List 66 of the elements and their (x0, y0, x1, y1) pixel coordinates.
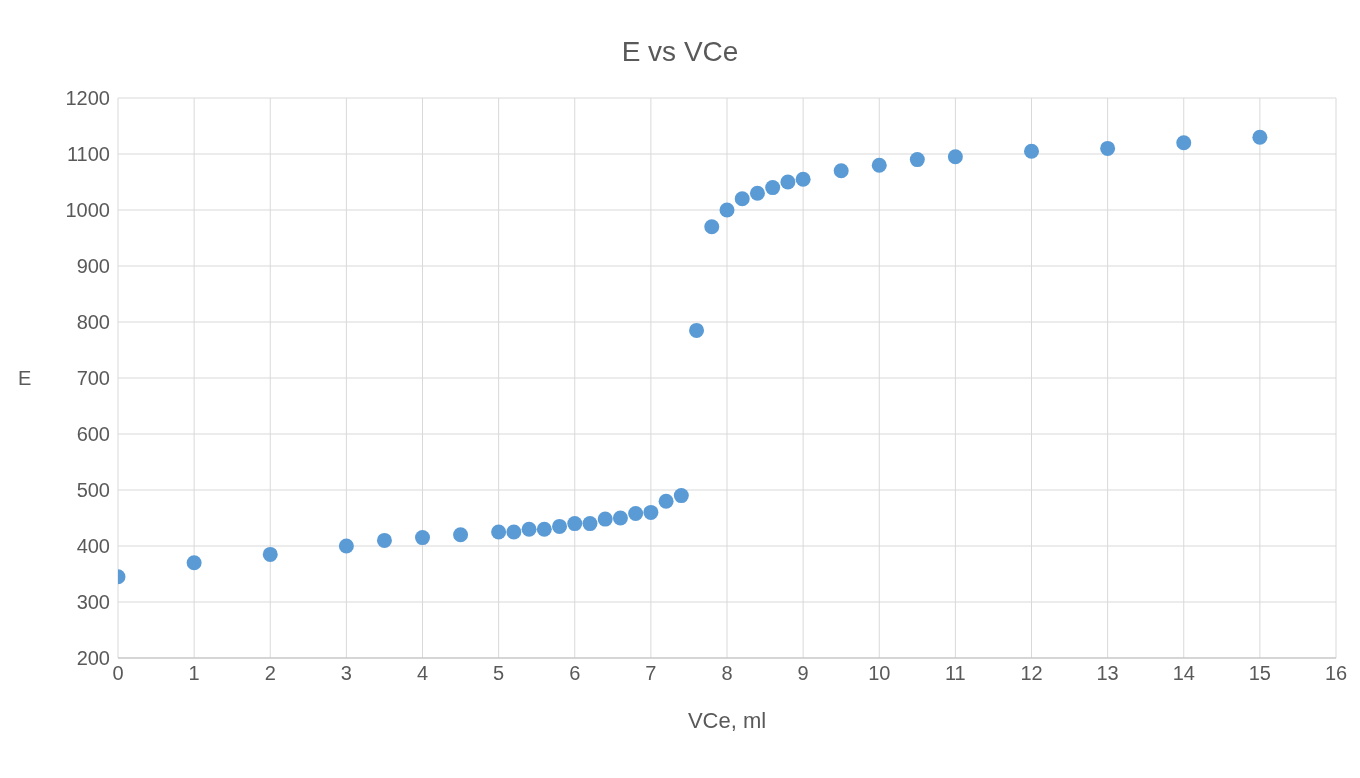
point (909, 152, 925, 168)
x-tick-label: 13 (1096, 662, 1119, 685)
point (947, 149, 963, 165)
point (734, 191, 750, 207)
point (673, 488, 689, 504)
point (491, 524, 507, 540)
x-tick-label: 11 (944, 662, 966, 685)
point (658, 493, 674, 509)
point (1176, 135, 1192, 151)
x-tick-label: 10 (868, 662, 891, 685)
point (1100, 140, 1116, 156)
x-tick-label: 1 (188, 662, 200, 685)
x-tick-label: 16 (1324, 662, 1348, 685)
point (628, 506, 644, 522)
point (338, 538, 354, 554)
point (612, 510, 628, 526)
point (415, 530, 430, 546)
point (567, 516, 583, 532)
y-tick-label: 1100 (66, 143, 110, 166)
point (871, 157, 887, 173)
point (552, 518, 568, 534)
point (453, 527, 469, 543)
point (582, 516, 598, 532)
point (689, 322, 705, 338)
x-axis-title: VCe, ml (687, 708, 767, 733)
point (597, 511, 613, 527)
x-tick-label: 6 (569, 662, 581, 685)
point (186, 555, 202, 571)
point (704, 219, 720, 235)
point (1024, 143, 1039, 159)
y-tick-label: 300 (76, 591, 110, 614)
x-tick-label: 8 (721, 662, 733, 685)
x-tick-label: 4 (416, 662, 429, 685)
chart-title: E vs VCe (620, 35, 740, 69)
point (536, 521, 552, 537)
x-tick-label: 0 (112, 662, 124, 685)
point (643, 504, 659, 520)
x-tick-label: 15 (1248, 662, 1271, 685)
x-tick-label: 5 (493, 662, 505, 685)
x-tick-label: 2 (264, 662, 276, 685)
y-tick-label: 400 (76, 535, 110, 558)
y-tick-label: 1000 (65, 199, 110, 222)
y-tick-label: 800 (76, 311, 110, 334)
x-tick-label: 12 (1020, 662, 1043, 685)
y-tick-label: 1200 (65, 87, 110, 110)
point (780, 174, 796, 190)
point (521, 521, 537, 537)
y-tick-label: 600 (76, 423, 110, 446)
y-tick-label: 200 (76, 647, 110, 670)
x-tick-label: 7 (645, 662, 657, 685)
y-tick-label: 900 (76, 255, 110, 278)
point (719, 202, 735, 218)
y-tick-label: 500 (76, 479, 110, 502)
point (749, 185, 765, 201)
point (765, 180, 781, 196)
point (795, 171, 811, 187)
x-tick-label: 14 (1172, 662, 1195, 685)
point (833, 163, 849, 179)
x-tick-label: 3 (340, 662, 352, 685)
y-axis-title: E (18, 367, 32, 390)
y-tick-label: 700 (76, 367, 110, 390)
point (1252, 129, 1268, 145)
point (376, 532, 392, 548)
point (506, 524, 522, 540)
point (262, 546, 278, 562)
x-tick-label: 9 (797, 662, 809, 685)
